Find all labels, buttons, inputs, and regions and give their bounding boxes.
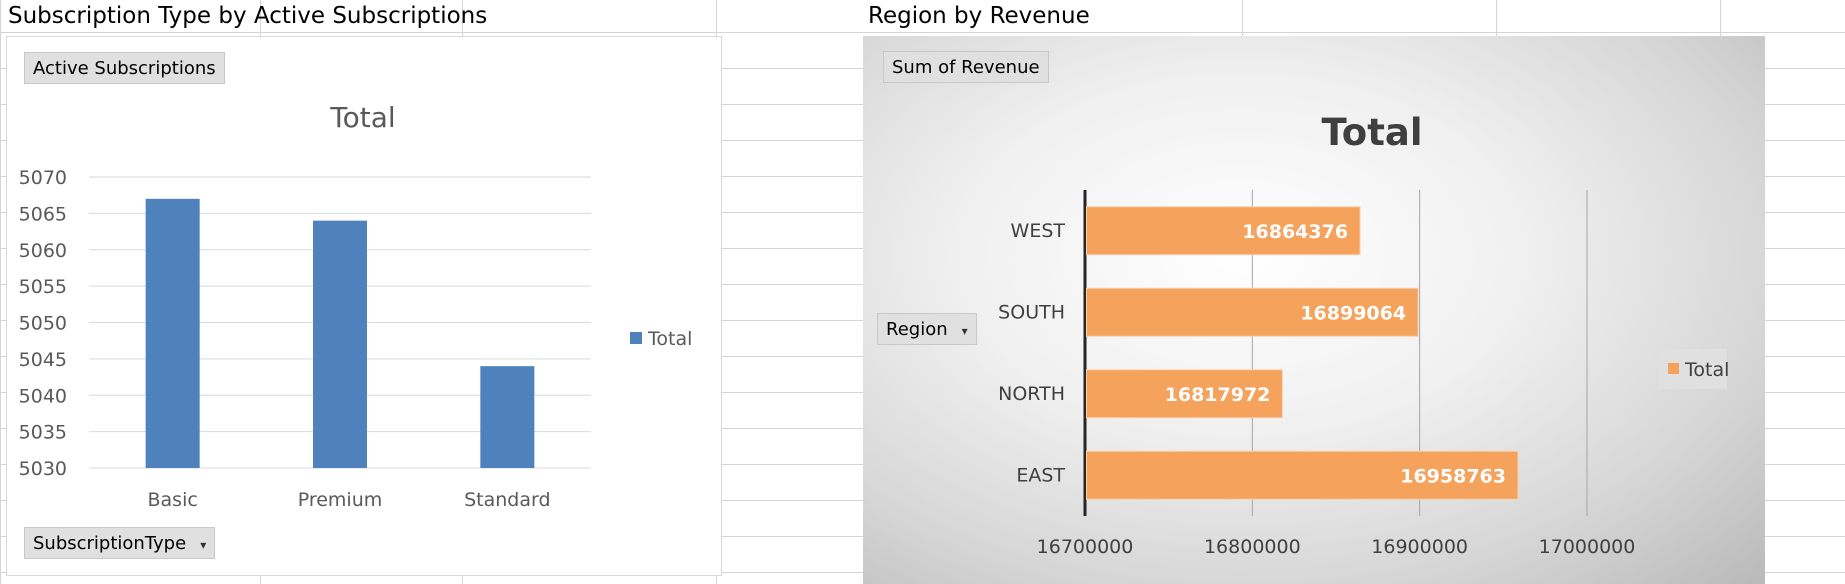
active-subscriptions-field-button[interactable]: Active Subscriptions — [24, 52, 225, 84]
bar-north — [1086, 369, 1283, 419]
data-label: 16958763 — [1400, 465, 1506, 487]
legend-label: Total — [1684, 359, 1729, 381]
bar-west — [1086, 206, 1361, 256]
subscription-type-chart[interactable]: Active Subscriptions Total 5030 5035 5040 50… — [6, 36, 722, 576]
right-chart-sheet-title: Region by Revenue — [868, 3, 1090, 29]
y-tick-label: 5040 — [19, 385, 67, 407]
y-tick-label: 5030 — [19, 458, 67, 480]
y-tick-label: 5055 — [19, 276, 67, 298]
x-tick-label: Basic — [148, 489, 198, 511]
chart-title: Total — [329, 101, 395, 134]
region-bar-chart: Total 16700000 16800000 16900000 17000000 169… — [998, 111, 1729, 558]
y-tick-label: NORTH — [998, 383, 1065, 405]
chevron-down-icon[interactable]: ▾ — [961, 324, 968, 338]
left-chart-sheet-title: Subscription Type by Active Subscription… — [8, 3, 488, 29]
sum-of-revenue-field-button[interactable]: Sum of Revenue — [883, 51, 1049, 83]
y-tick-label: WEST — [1011, 220, 1066, 242]
bar-premium — [313, 220, 367, 468]
region-field-label: Region — [886, 319, 948, 340]
y-tick-label: 5070 — [19, 167, 67, 189]
legend-label: Total — [647, 328, 692, 350]
y-tick-label: SOUTH — [998, 301, 1065, 323]
subscription-type-field-label: SubscriptionType — [33, 533, 187, 554]
legend-swatch — [1668, 363, 1679, 374]
x-tick-label: 16900000 — [1371, 536, 1468, 558]
bar-south — [1086, 287, 1419, 337]
bar-east — [1086, 450, 1519, 500]
y-tick-label: 5045 — [19, 349, 67, 371]
x-tick-label: 17000000 — [1539, 536, 1636, 558]
region-field-button[interactable]: Region ▾ — [877, 313, 977, 345]
data-label: 16899064 — [1300, 302, 1406, 324]
region-revenue-chart[interactable]: Sum of Revenue Total 16700000 16800000 1690… — [863, 36, 1765, 584]
subscription-type-field-button[interactable]: SubscriptionType ▾ — [24, 527, 216, 559]
subscription-bar-chart: Total 5030 5035 5040 5045 5050 5055 5060 5065 507… — [19, 101, 693, 511]
bar-basic — [145, 198, 200, 468]
chart-title: Total — [1321, 111, 1422, 154]
active-subscriptions-field-label: Active Subscriptions — [33, 58, 216, 79]
y-tick-label: 5035 — [19, 422, 67, 444]
y-tick-label: EAST — [1016, 464, 1065, 486]
legend-swatch — [630, 332, 642, 344]
y-tick-label: 5065 — [19, 203, 67, 225]
x-tick-label: 16700000 — [1037, 536, 1134, 558]
data-label: 16817972 — [1165, 384, 1271, 406]
y-tick-label: 5060 — [19, 240, 67, 262]
y-tick-label: 5050 — [19, 313, 67, 335]
data-label: 16864376 — [1242, 221, 1348, 243]
x-tick-label: 16800000 — [1204, 536, 1301, 558]
chevron-down-icon[interactable]: ▾ — [200, 538, 207, 552]
sum-of-revenue-field-label: Sum of Revenue — [892, 57, 1040, 78]
bar-standard — [480, 366, 535, 468]
x-tick-label: Standard — [464, 489, 550, 511]
x-tick-label: Premium — [298, 489, 383, 511]
